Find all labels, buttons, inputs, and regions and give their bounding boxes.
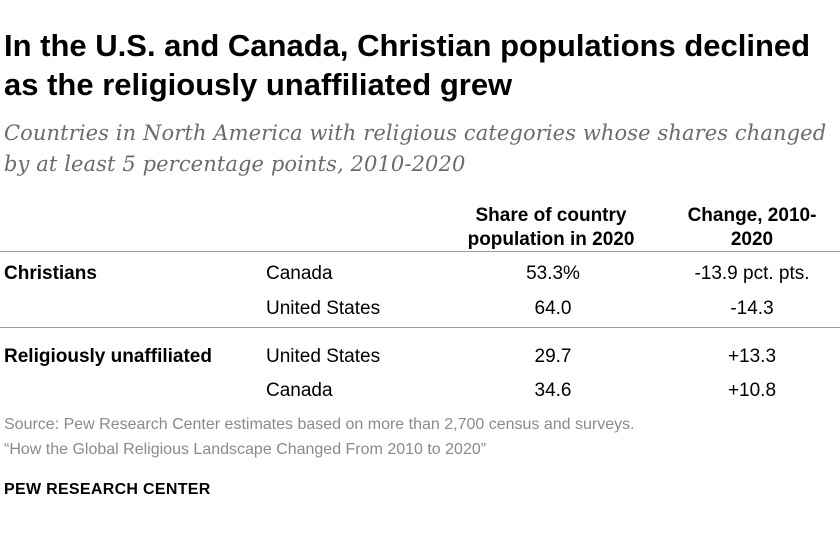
table-cell-share: 29.7 bbox=[534, 346, 572, 367]
column-header-change: Change, 2010-2020 bbox=[687, 205, 817, 250]
table-cell-country: United States bbox=[266, 298, 381, 319]
table-cell-change: -13.9 pct. pts. bbox=[694, 263, 810, 284]
source-note: Source: Pew Research Center estimates ba… bbox=[4, 412, 834, 462]
table-cell-country: United States bbox=[266, 346, 381, 367]
table-cell-share: 53.3% bbox=[526, 263, 580, 284]
source-line-1: Source: Pew Research Center estimates ba… bbox=[4, 416, 635, 433]
group-divider bbox=[0, 327, 840, 328]
table-cell-share: 34.6 bbox=[534, 380, 572, 401]
source-line-2: “How the Global Religious Landscape Chan… bbox=[4, 441, 487, 458]
group-label-unaffiliated: Religiously unaffiliated bbox=[4, 346, 212, 367]
table-cell-share: 64.0 bbox=[534, 298, 572, 319]
column-header-share: Share of country population in 2020 bbox=[467, 205, 635, 250]
group-label-christians: Christians bbox=[4, 263, 97, 284]
chart-title: In the U.S. and Canada, Christian popula… bbox=[4, 28, 811, 102]
header-divider bbox=[0, 251, 840, 252]
table-cell-change: +13.3 bbox=[727, 346, 777, 367]
table-cell-country: Canada bbox=[266, 380, 333, 401]
chart-subtitle: Countries in North America with religiou… bbox=[4, 121, 827, 176]
table-cell-change: -14.3 bbox=[730, 298, 774, 319]
brand-logo-text: PEW RESEARCH CENTER bbox=[4, 481, 211, 498]
table-cell-change: +10.8 bbox=[727, 380, 777, 401]
table-cell-country: Canada bbox=[266, 263, 333, 284]
